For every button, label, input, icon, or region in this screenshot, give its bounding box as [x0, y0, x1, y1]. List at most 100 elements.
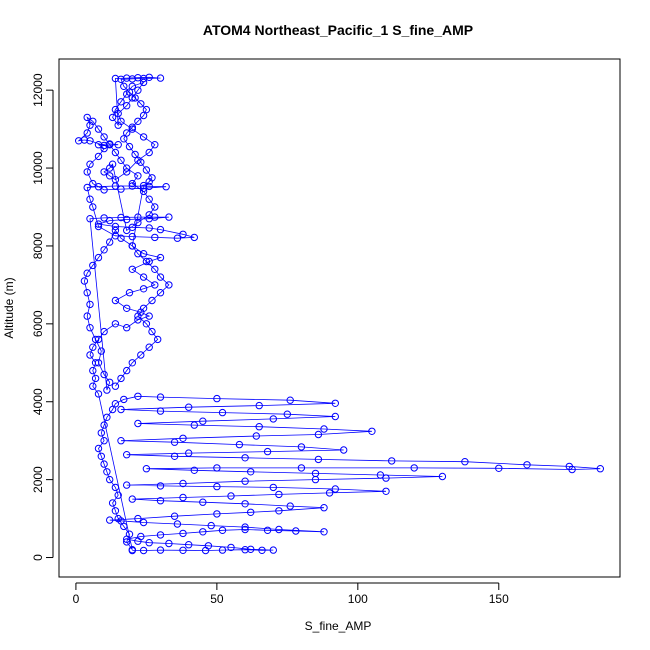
data-point — [255, 401, 263, 410]
data-point — [139, 187, 148, 196]
series-line — [77, 76, 601, 551]
data-point — [137, 158, 145, 166]
data-point — [145, 148, 153, 157]
data-point — [286, 502, 294, 510]
data-point — [117, 156, 125, 165]
data-point — [314, 455, 323, 464]
data-point — [100, 186, 108, 194]
data-point — [128, 179, 137, 188]
data-point — [86, 195, 94, 203]
data-point — [100, 246, 108, 254]
data-point — [123, 164, 131, 172]
data-point — [190, 466, 199, 474]
data-point — [156, 273, 165, 281]
data-point — [128, 223, 137, 232]
data-point — [156, 482, 165, 490]
data-point — [139, 78, 148, 87]
data-point — [117, 437, 125, 445]
data-point — [156, 531, 165, 539]
y-tick-label: 6000 — [31, 310, 45, 337]
data-point — [145, 195, 153, 203]
data-point — [199, 498, 207, 506]
data-point — [106, 475, 114, 484]
data-point — [123, 304, 131, 312]
data-point — [241, 546, 249, 554]
data-point — [134, 419, 142, 428]
data-point — [139, 250, 148, 258]
data-point — [123, 215, 131, 224]
data-point — [190, 233, 199, 242]
data-point — [114, 514, 122, 523]
data-point — [83, 312, 91, 320]
data-point — [94, 220, 103, 228]
data-point — [134, 312, 142, 320]
data-point — [241, 454, 249, 462]
data-point — [258, 546, 266, 554]
data-point — [139, 74, 148, 83]
data-point — [94, 152, 103, 161]
data-point — [89, 203, 97, 211]
data-point — [134, 514, 142, 523]
data-point — [106, 516, 114, 524]
y-tick-label: 0 — [31, 554, 45, 561]
data-point — [134, 172, 142, 180]
data-point — [131, 150, 139, 159]
data-point — [173, 520, 182, 528]
data-point — [100, 437, 108, 445]
data-point — [134, 218, 142, 227]
data-point — [137, 351, 145, 359]
x-axis: 0 50 100 150 — [73, 582, 509, 606]
data-point — [120, 82, 128, 91]
data-point — [320, 504, 328, 512]
data-point — [123, 366, 131, 375]
data-point — [100, 421, 108, 429]
data-point — [165, 213, 173, 221]
data-point — [123, 226, 131, 235]
data-point — [495, 464, 503, 472]
data-point — [263, 447, 272, 456]
data-point — [320, 425, 328, 433]
data-point — [331, 485, 339, 493]
data-point — [128, 265, 137, 273]
data-point — [100, 168, 108, 176]
data-point — [114, 491, 122, 499]
data-point — [142, 465, 151, 473]
data-point — [89, 366, 97, 375]
data-point — [128, 75, 137, 83]
data-point — [123, 129, 131, 137]
data-point — [111, 226, 120, 235]
y-tick-label: 8000 — [31, 232, 45, 259]
data-point — [207, 521, 215, 530]
data-point — [137, 532, 145, 541]
data-point — [117, 98, 125, 106]
data-point — [94, 390, 103, 398]
data-point — [94, 444, 103, 453]
data-point — [275, 490, 283, 499]
data-point — [151, 281, 159, 289]
y-tick-label: 4000 — [31, 388, 45, 415]
data-point — [89, 261, 97, 270]
plot-frame — [58, 58, 621, 578]
data-point — [213, 464, 221, 472]
data-point — [108, 113, 117, 122]
data-point — [170, 452, 179, 460]
data-point — [89, 382, 97, 390]
data-point — [286, 396, 294, 404]
data-point — [100, 460, 108, 468]
data-point — [179, 479, 187, 488]
data-point — [123, 324, 131, 332]
data-point — [120, 522, 128, 531]
data-point — [241, 523, 249, 531]
data-point — [111, 232, 120, 240]
data-point — [179, 546, 187, 554]
data-point — [382, 474, 390, 482]
data-point — [103, 413, 111, 421]
data-point — [156, 253, 165, 262]
chart-title: ATOM4 Northeast_Pacific_1 S_fine_AMP — [203, 22, 473, 38]
data-point — [376, 471, 385, 479]
data-point — [173, 234, 182, 242]
data-point — [80, 136, 89, 144]
data-point — [125, 88, 134, 96]
data-point — [523, 461, 531, 469]
data-point — [156, 225, 165, 234]
